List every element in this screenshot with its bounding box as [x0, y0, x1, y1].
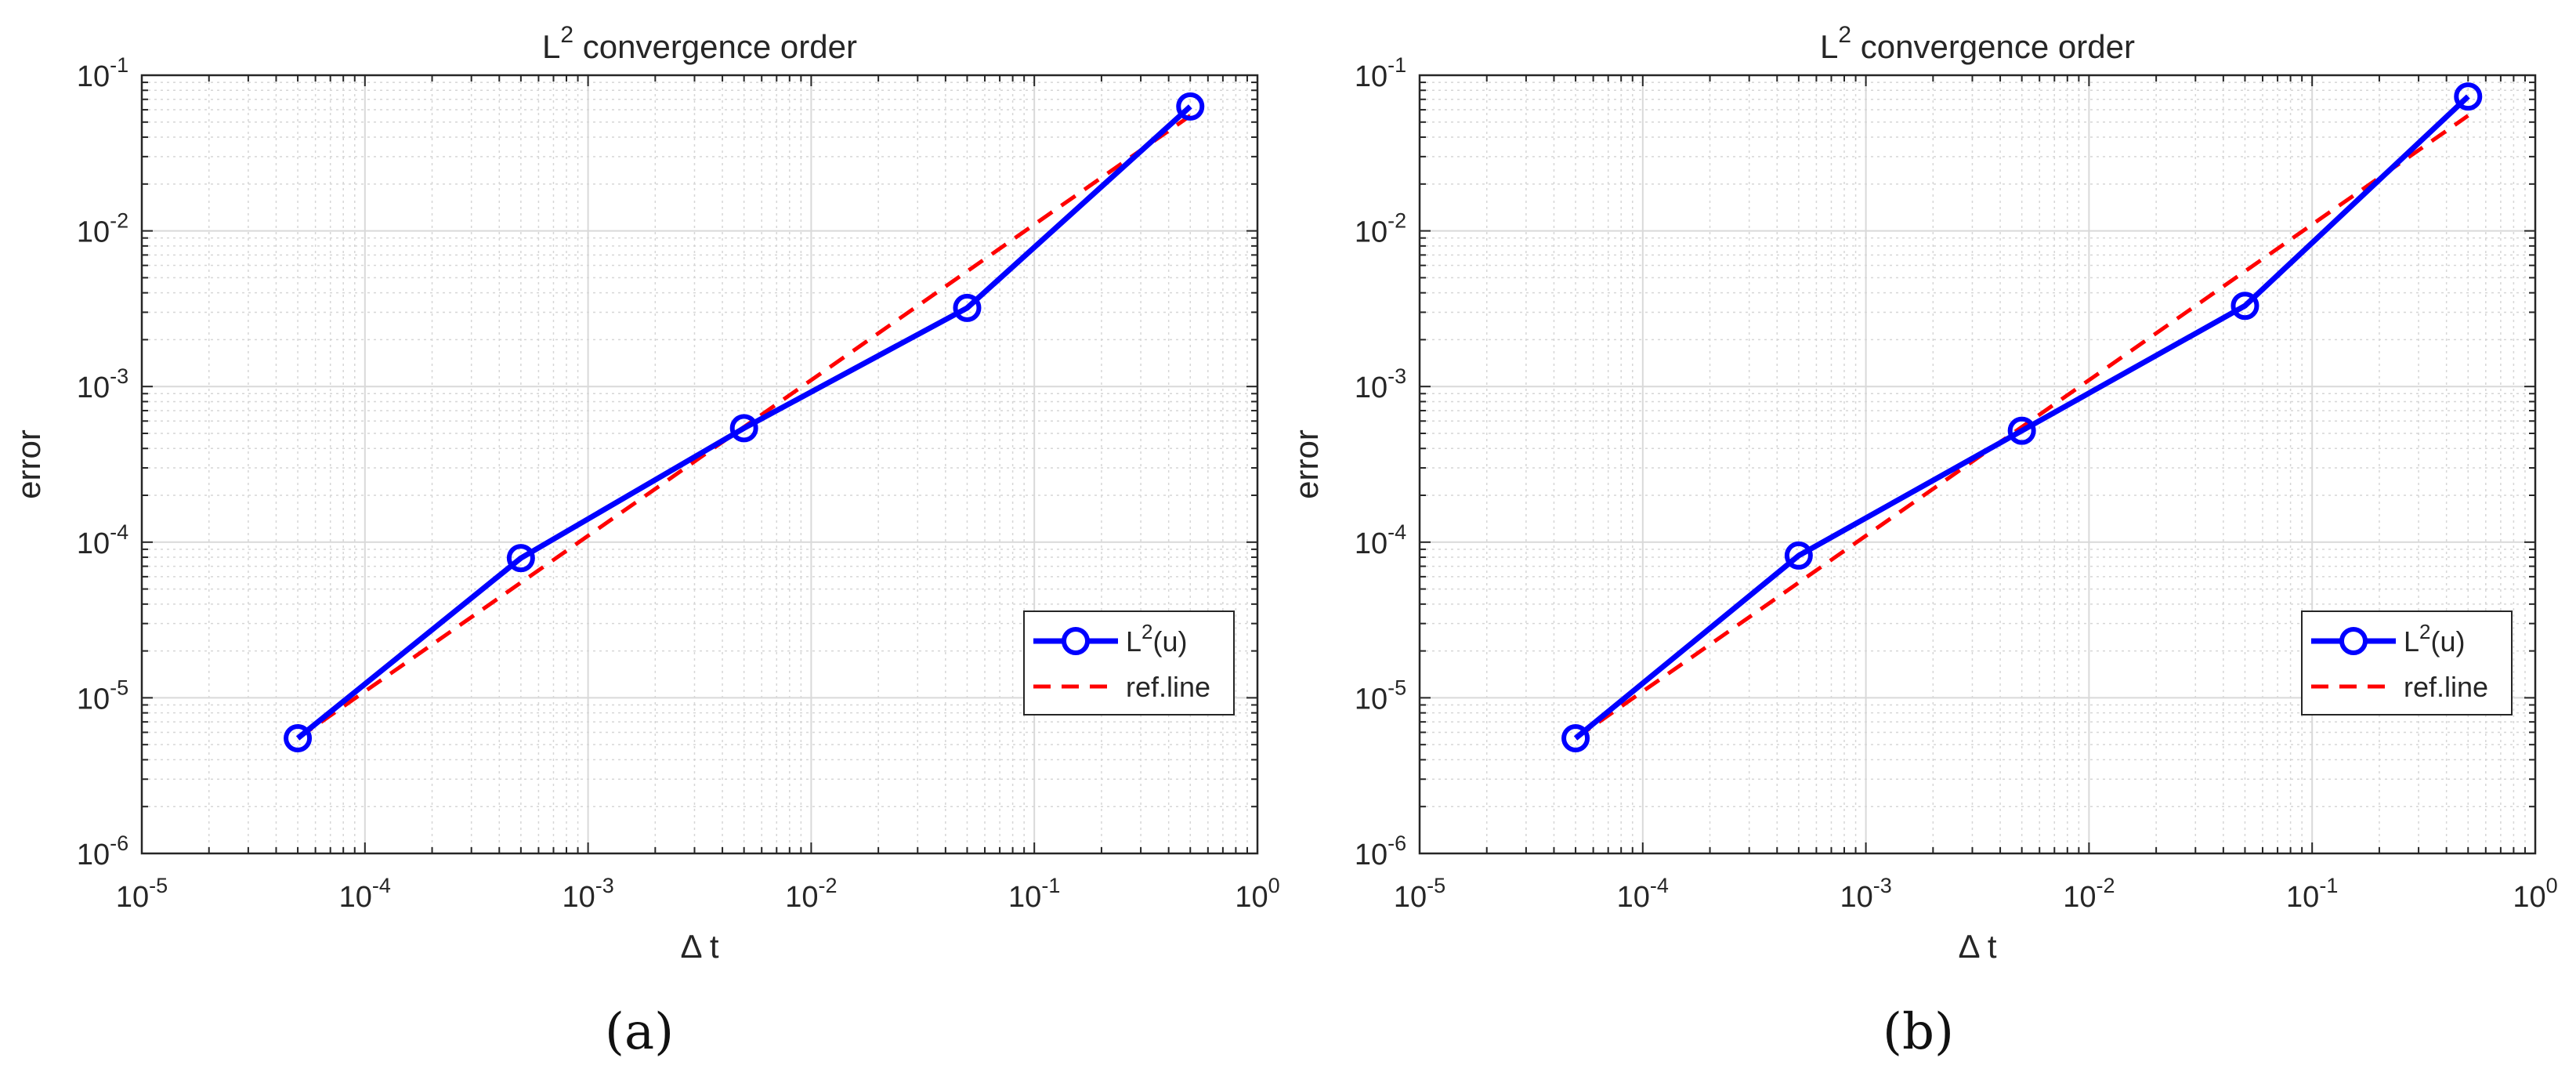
plot-area: [142, 75, 1257, 853]
data-point: [2230, 292, 2259, 321]
data-point: [2007, 416, 2036, 445]
x-tick-label: 10-1: [2286, 874, 2338, 914]
chart-panel-a: 10-5 10-4 10-3 10-2 10-1 10010-610-510-410-31…: [10, 22, 1280, 965]
y-tick-label: 10-3: [77, 364, 128, 404]
y-tick-label: 10-1: [77, 53, 128, 93]
data-point: [2454, 82, 2483, 111]
axes-box: [140, 74, 1259, 855]
y-tick-label: 10-1: [1355, 53, 1406, 93]
chart-panel-b: 10-5 10-4 10-3 10-2 10-1 10010-610-510-410-31…: [1288, 22, 2558, 965]
x-tick-label: 10-5: [1394, 874, 1445, 914]
data-point: [506, 544, 535, 573]
series-line-refline: [1574, 114, 2469, 741]
legend-label: ref.line: [1126, 671, 1210, 703]
y-tick-label: 10-3: [1355, 364, 1406, 404]
y-axis-label: error: [1288, 429, 1325, 499]
data-point: [729, 414, 758, 443]
data-point: [1176, 92, 1205, 121]
data-point: [1561, 723, 1590, 752]
x-tick-label: 10-2: [785, 874, 837, 914]
x-tick-label: 10-5: [116, 874, 168, 914]
x-tick-label: 100: [1235, 874, 1279, 914]
x-tick-label: 10-3: [1840, 874, 1891, 914]
x-axis-label: Δ t: [680, 928, 718, 965]
legend-label: L2(u): [1126, 620, 1188, 658]
y-axis-label: error: [10, 429, 47, 499]
series-line-l2u: [1573, 94, 2470, 741]
y-tick-label: 10-2: [77, 209, 128, 249]
legend-box: [1023, 610, 1235, 716]
y-tick-label: 10-6: [1355, 831, 1406, 871]
y-tick-label: 10-5: [1355, 676, 1406, 716]
data-point: [284, 723, 313, 752]
y-tick-label: 10-4: [1355, 520, 1406, 560]
legend-label: ref.line: [2404, 671, 2488, 703]
y-tick-label: 10-5: [77, 676, 128, 716]
x-tick-label: 10-1: [1008, 874, 1060, 914]
x-axis-label: Δ t: [1958, 928, 1996, 965]
x-tick-label: 10-3: [562, 874, 613, 914]
x-tick-label: 10-4: [339, 874, 391, 914]
y-tick-label: 10-6: [77, 831, 128, 871]
chart-title: L2 convergence order: [542, 22, 857, 65]
legend-marker: [1062, 627, 1090, 655]
ticks: [141, 74, 1258, 854]
grid: [142, 75, 1257, 853]
x-tick-label: 100: [2513, 874, 2557, 914]
series-line-l2u: [295, 104, 1192, 741]
x-tick-label: 10-4: [1617, 874, 1669, 914]
data-point: [1784, 541, 1813, 570]
data-point: [953, 293, 982, 322]
legend-label: L2(u): [2404, 620, 2466, 658]
grid: [1420, 75, 2535, 853]
caption-a: (a): [605, 1003, 675, 1061]
legend: L2(u) ref.line: [1023, 610, 1235, 716]
legend-marker: [2339, 627, 2368, 655]
caption-b: (b): [1883, 1003, 1954, 1061]
chart-title: L2 convergence order: [1820, 22, 2135, 65]
axes-box: [1418, 74, 2537, 855]
legend: L2(u) ref.line: [2301, 610, 2513, 716]
x-tick-label: 10-2: [2063, 874, 2115, 914]
y-tick-label: 10-2: [1355, 209, 1406, 249]
y-tick-label: 10-4: [77, 520, 128, 560]
legend-box: [2301, 610, 2513, 716]
